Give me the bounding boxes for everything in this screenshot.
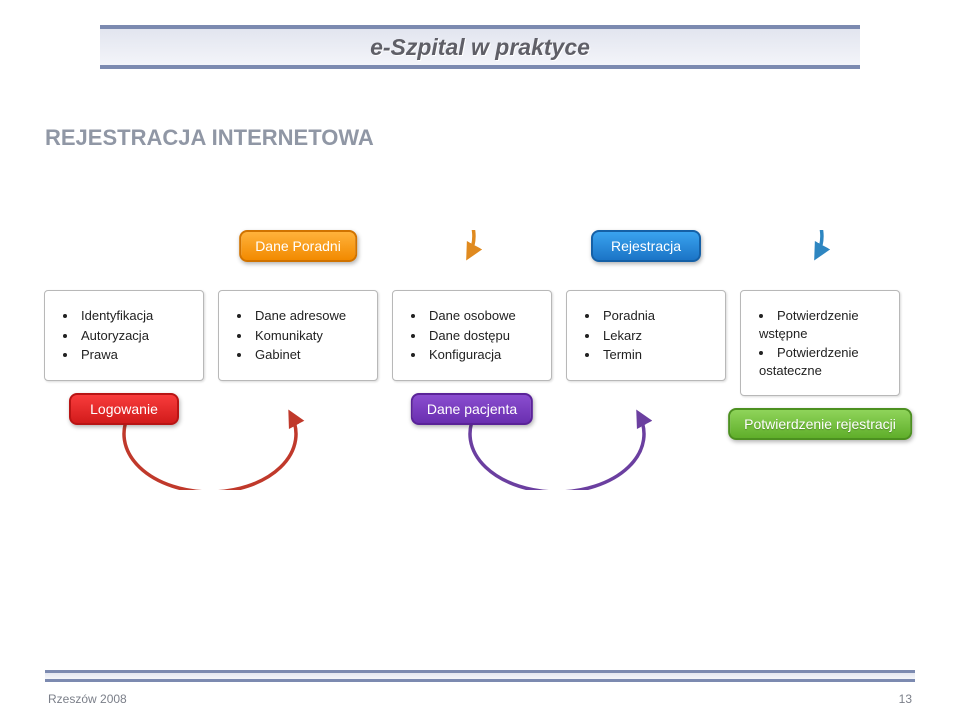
unit-items: Potwierdzenie wstępnePotwierdzenie ostat… xyxy=(740,290,900,396)
footer-page-number: 13 xyxy=(899,692,912,706)
chip-rejestracja: Rejestracja xyxy=(591,230,701,262)
arc-0 xyxy=(124,414,296,490)
chip-potwierdzenie: Potwierdzenie rejestracji xyxy=(728,408,912,440)
chip-pacjenta: Dane pacjenta xyxy=(411,393,533,425)
list-item: Dane dostępu xyxy=(411,327,541,345)
page-title: e-Szpital w praktyce xyxy=(370,34,590,61)
slide: e-Szpital w praktyce REJESTRACJA INTERNE… xyxy=(0,0,960,720)
list-item: Konfiguracja xyxy=(411,346,541,364)
list-item: Lekarz xyxy=(585,327,715,345)
list-item: Prawa xyxy=(63,346,193,364)
chip-poradni: Dane Poradni xyxy=(239,230,357,262)
unit-pacjenta: Dane osobowe Dane dostępuKonfiguracjaDane… xyxy=(392,290,552,381)
list-item: Potwierdzenie ostateczne xyxy=(759,344,889,379)
list-item: Poradnia xyxy=(585,307,715,325)
unit-items: Dane osobowe Dane dostępuKonfiguracja xyxy=(392,290,552,381)
flow-diagram: Identyfikacja AutoryzacjaPrawa Logowanie Da… xyxy=(0,230,960,490)
list-item: Identyfikacja xyxy=(63,307,193,325)
unit-logowanie: IdentyfikacjaAutoryzacjaPrawaLogowanie xyxy=(44,290,204,381)
unit-rejestracja: PoradniaLekarzTerminRejestracja xyxy=(566,290,726,381)
unit-potwierdzenie: Potwierdzenie wstępnePotwierdzenie ostat… xyxy=(740,290,900,396)
list-item: Dane osobowe xyxy=(411,307,541,325)
list-item: Termin xyxy=(585,346,715,364)
unit-poradni: Dane adresoweKomunikatyGabinetDane Porad… xyxy=(218,290,378,381)
arc-2 xyxy=(470,414,644,490)
unit-items: Poradnia LekarzTermin xyxy=(566,290,726,381)
unit-items: Dane adresowe KomunikatyGabinet xyxy=(218,290,378,381)
list-item: Potwierdzenie wstępne xyxy=(759,307,889,342)
list-item: Autoryzacja xyxy=(63,327,193,345)
footer-bar xyxy=(45,670,915,682)
list-item: Gabinet xyxy=(237,346,367,364)
footer-left: Rzeszów 2008 xyxy=(48,692,127,706)
chip-logowanie: Logowanie xyxy=(69,393,179,425)
list-item: Komunikaty xyxy=(237,327,367,345)
unit-items: Identyfikacja AutoryzacjaPrawa xyxy=(44,290,204,381)
title-banner: e-Szpital w praktyce xyxy=(100,25,860,69)
list-item: Dane adresowe xyxy=(237,307,367,325)
subtitle: REJESTRACJA INTERNETOWA xyxy=(45,125,374,151)
